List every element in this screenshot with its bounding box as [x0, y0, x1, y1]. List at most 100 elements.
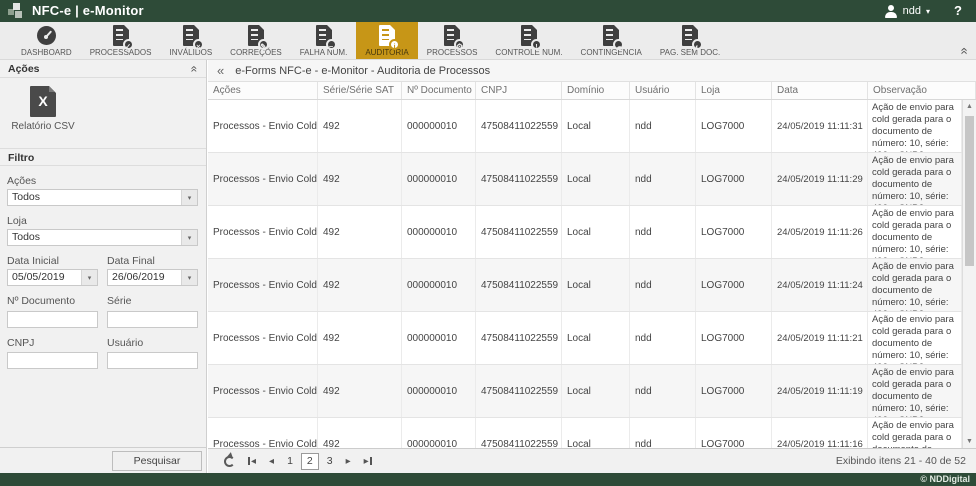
toolbar-items: DASHBOARD ✓ PROCESSADOS × INVÁLIDOS ✎ CO… — [12, 22, 729, 59]
cell-serie: 492 — [318, 153, 402, 205]
cell-observacao: Ação de envio para cold gerada para o do… — [868, 365, 962, 417]
chevron-down-icon[interactable]: ▾ — [181, 270, 197, 285]
toolbar-item-controle-num[interactable]: ! CONTROLE NUM. — [486, 22, 571, 59]
toolbar-item-label: PROCESSOS — [426, 48, 478, 57]
cell-dominio: Local — [562, 259, 630, 311]
first-page-button[interactable]: ◂ — [248, 456, 256, 467]
toolbar-item-invalidos[interactable]: × INVÁLIDOS — [160, 22, 221, 59]
toolbar-item-auditoria[interactable]: i AUDITORIA — [356, 22, 418, 59]
csv-file-icon: X — [30, 86, 56, 117]
user-menu[interactable]: ndd ▾ — [884, 0, 930, 22]
collapse-panel-icon[interactable]: « — [187, 65, 202, 73]
data-inicial-value: 05/05/2019 — [12, 271, 65, 283]
cnpj-input[interactable] — [7, 352, 98, 369]
cell-documento: 000000010 — [402, 259, 476, 311]
cell-loja: LOG7000 — [696, 259, 772, 311]
usuario-label: Usuário — [107, 336, 144, 349]
column-header-serie[interactable]: Série/Série SAT — [318, 82, 402, 99]
column-header-cnpj[interactable]: CNPJ — [476, 82, 562, 99]
data-final-label: Data Final — [107, 255, 155, 267]
search-button[interactable]: Pesquisar — [112, 451, 202, 471]
next-page-button[interactable]: ▸ — [345, 455, 351, 467]
cell-acoes: Processos - Envio Cold — [208, 206, 318, 258]
collapse-toolbar-icon[interactable]: « — [957, 47, 973, 55]
cell-dominio: Local — [562, 418, 630, 448]
num-documento-input[interactable] — [7, 310, 98, 328]
toolbar-item-pag-sem-doc[interactable]: ◐ PAG. SEM DOC. — [651, 22, 729, 59]
cell-usuario: ndd — [630, 206, 696, 258]
toolbar-item-dashboard[interactable]: DASHBOARD — [12, 22, 81, 59]
usuario-input[interactable] — [107, 352, 198, 369]
page-number-3[interactable]: 3 — [326, 455, 333, 467]
page-number-2-current[interactable]: 2 — [300, 452, 319, 470]
csv-report-label: Relatório CSV — [11, 121, 75, 132]
column-header-loja[interactable]: Loja — [696, 82, 772, 99]
table-row[interactable]: Processos - Envio Cold 492 000000010 475… — [208, 418, 962, 448]
table-row[interactable]: Processos - Envio Cold 492 000000010 475… — [208, 259, 962, 312]
column-header-data[interactable]: Data — [772, 82, 868, 99]
csv-report-button[interactable]: X Relatório CSV — [6, 86, 80, 132]
toolbar-item-label: DASHBOARD — [21, 48, 72, 57]
cell-data: 24/05/2019 11:11:21 — [772, 312, 868, 364]
scrollbar-thumb[interactable] — [965, 116, 974, 266]
toolbar-item-contingencia[interactable]: ☁ CONTINGÊNCIA — [572, 22, 651, 59]
data-inicial-picker[interactable]: 05/05/2019 ▾ — [7, 269, 98, 286]
cell-data: 24/05/2019 11:11:16 — [772, 418, 868, 448]
collapse-sidebar-icon[interactable]: « — [217, 63, 225, 78]
prev-page-button[interactable]: ◂ — [269, 455, 275, 467]
cell-acoes: Processos - Envio Cold — [208, 100, 318, 152]
chevron-down-icon[interactable]: ▾ — [181, 230, 197, 245]
cell-data: 24/05/2019 11:11:26 — [772, 206, 868, 258]
column-header-usuario[interactable]: Usuário — [630, 82, 696, 99]
table-row[interactable]: Processos - Envio Cold 492 000000010 475… — [208, 100, 962, 153]
csv-x-glyph: X — [38, 93, 48, 109]
table-header: Ações Série/Série SAT Nº Documento CNPJ … — [208, 82, 976, 100]
cell-usuario: ndd — [630, 418, 696, 448]
table-row[interactable]: Processos - Envio Cold 492 000000010 475… — [208, 153, 962, 206]
last-page-button[interactable]: ▸ — [364, 456, 372, 467]
loja-select[interactable]: Todos ▾ — [7, 229, 198, 246]
doc-info-icon: i — [379, 25, 401, 51]
column-header-dominio[interactable]: Domínio — [562, 82, 630, 99]
help-icon[interactable]: ? — [954, 3, 962, 18]
column-header-observacao[interactable]: Observação — [868, 82, 976, 99]
column-header-documento[interactable]: Nº Documento — [402, 82, 476, 99]
table-scrollbar[interactable]: ▲ ▼ — [962, 100, 976, 448]
chevron-down-icon[interactable]: ▾ — [81, 270, 97, 285]
serie-label: Série — [107, 295, 132, 307]
serie-input[interactable] — [107, 310, 198, 328]
num-documento-label: Nº Documento — [7, 295, 76, 307]
column-header-acoes[interactable]: Ações — [208, 82, 318, 99]
doc-x-icon: × — [182, 25, 204, 51]
refresh-icon[interactable] — [224, 455, 235, 467]
doc-minus-icon: − — [315, 25, 337, 51]
table-row[interactable]: Processos - Envio Cold 492 000000010 475… — [208, 206, 962, 259]
app-title: NFC-e | e-Monitor — [32, 3, 144, 18]
page-number-1[interactable]: 1 — [287, 455, 293, 467]
scroll-up-icon[interactable]: ▲ — [966, 103, 973, 110]
toolbar-item-label: PROCESSADOS — [89, 48, 152, 57]
cell-documento: 000000010 — [402, 100, 476, 152]
cell-documento: 000000010 — [402, 365, 476, 417]
user-icon — [884, 4, 898, 18]
toolbar-item-processos[interactable]: ⚙ PROCESSOS — [418, 22, 487, 59]
cell-loja: LOG7000 — [696, 312, 772, 364]
titlebar: NFC-e | e-Monitor ndd ▾ ? — [0, 0, 976, 22]
user-name: ndd — [902, 5, 921, 17]
acoes-select[interactable]: Todos ▾ — [7, 189, 198, 206]
table-row[interactable]: Processos - Envio Cold 492 000000010 475… — [208, 312, 962, 365]
data-final-picker[interactable]: 26/06/2019 ▾ — [107, 269, 198, 286]
toolbar-item-processados[interactable]: ✓ PROCESSADOS — [81, 22, 161, 59]
toolbar-item-falha-num[interactable]: − FALHA NUM. — [291, 22, 357, 59]
scroll-down-icon[interactable]: ▼ — [966, 438, 973, 445]
cell-acoes: Processos - Envio Cold — [208, 153, 318, 205]
breadcrumb: « e-Forms NFC-e - e-Monitor - Auditoria … — [208, 60, 976, 82]
cell-observacao: Ação de envio para cold gerada para o do… — [868, 259, 962, 311]
main-panel: « e-Forms NFC-e - e-Monitor - Auditoria … — [208, 60, 976, 473]
cell-loja: LOG7000 — [696, 418, 772, 448]
cell-usuario: ndd — [630, 100, 696, 152]
chevron-down-icon[interactable]: ▾ — [181, 190, 197, 205]
toolbar-item-correcoes[interactable]: ✎ CORREÇÕES — [221, 22, 291, 59]
table-row[interactable]: Processos - Envio Cold 492 000000010 475… — [208, 365, 962, 418]
